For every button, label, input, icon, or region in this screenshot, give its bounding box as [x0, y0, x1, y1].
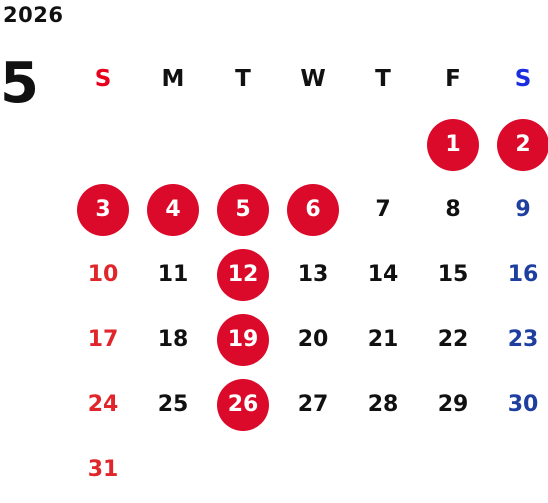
day[interactable]: 27 [297, 392, 329, 417]
day[interactable]: 14 [367, 262, 399, 287]
weekday-sunday: S [94, 66, 112, 92]
day-holiday[interactable]: 3 [77, 183, 129, 236]
day[interactable]: 13 [297, 262, 329, 287]
weekday-wednesday: W [300, 66, 326, 92]
empty-day-cell [138, 112, 208, 177]
empty-day-cell [208, 437, 278, 502]
empty-day-cell [68, 112, 138, 177]
day-saturday[interactable]: 9 [515, 197, 531, 222]
day[interactable]: 11 [157, 262, 189, 287]
day-saturday[interactable]: 23 [507, 327, 539, 352]
day-holiday[interactable]: 6 [287, 183, 339, 236]
month-number: 5 [0, 51, 39, 116]
calendar-grid: S M T W T F S 1 2 3 4 5 6 7 8 9 10 11 12… [68, 46, 548, 502]
day[interactable]: 20 [297, 327, 329, 352]
weekday-saturday: S [514, 66, 532, 92]
day-sunday[interactable]: 10 [87, 262, 119, 287]
day-holiday[interactable]: 19 [217, 313, 269, 366]
day-sunday[interactable]: 17 [87, 327, 119, 352]
day[interactable]: 21 [367, 327, 399, 352]
day[interactable]: 22 [437, 327, 469, 352]
empty-day-cell [208, 112, 278, 177]
day[interactable]: 25 [157, 392, 189, 417]
day[interactable]: 7 [375, 197, 391, 222]
day-sunday[interactable]: 31 [87, 457, 119, 482]
empty-day-cell [418, 437, 488, 502]
empty-day-cell [138, 437, 208, 502]
empty-day-cell [348, 437, 418, 502]
weekday-tuesday: T [235, 66, 251, 92]
empty-day-cell [278, 437, 348, 502]
day-holiday[interactable]: 2 [497, 118, 548, 171]
day-holiday[interactable]: 12 [217, 248, 269, 301]
weekday-thursday: T [375, 66, 391, 92]
day-saturday[interactable]: 16 [507, 262, 539, 287]
day-holiday[interactable]: 5 [217, 183, 269, 236]
weekday-friday: F [445, 66, 461, 92]
day-saturday[interactable]: 30 [507, 392, 539, 417]
day-sunday[interactable]: 24 [87, 392, 119, 417]
day-holiday[interactable]: 1 [427, 118, 479, 171]
empty-day-cell [488, 437, 548, 502]
weekday-monday: M [161, 66, 185, 92]
day-holiday[interactable]: 26 [217, 378, 269, 431]
day[interactable]: 8 [445, 197, 461, 222]
empty-day-cell [348, 112, 418, 177]
day[interactable]: 29 [437, 392, 469, 417]
empty-day-cell [278, 112, 348, 177]
day[interactable]: 15 [437, 262, 469, 287]
day[interactable]: 28 [367, 392, 399, 417]
day-holiday[interactable]: 4 [147, 183, 199, 236]
day[interactable]: 18 [157, 327, 189, 352]
year-label: 2026 [3, 3, 64, 27]
